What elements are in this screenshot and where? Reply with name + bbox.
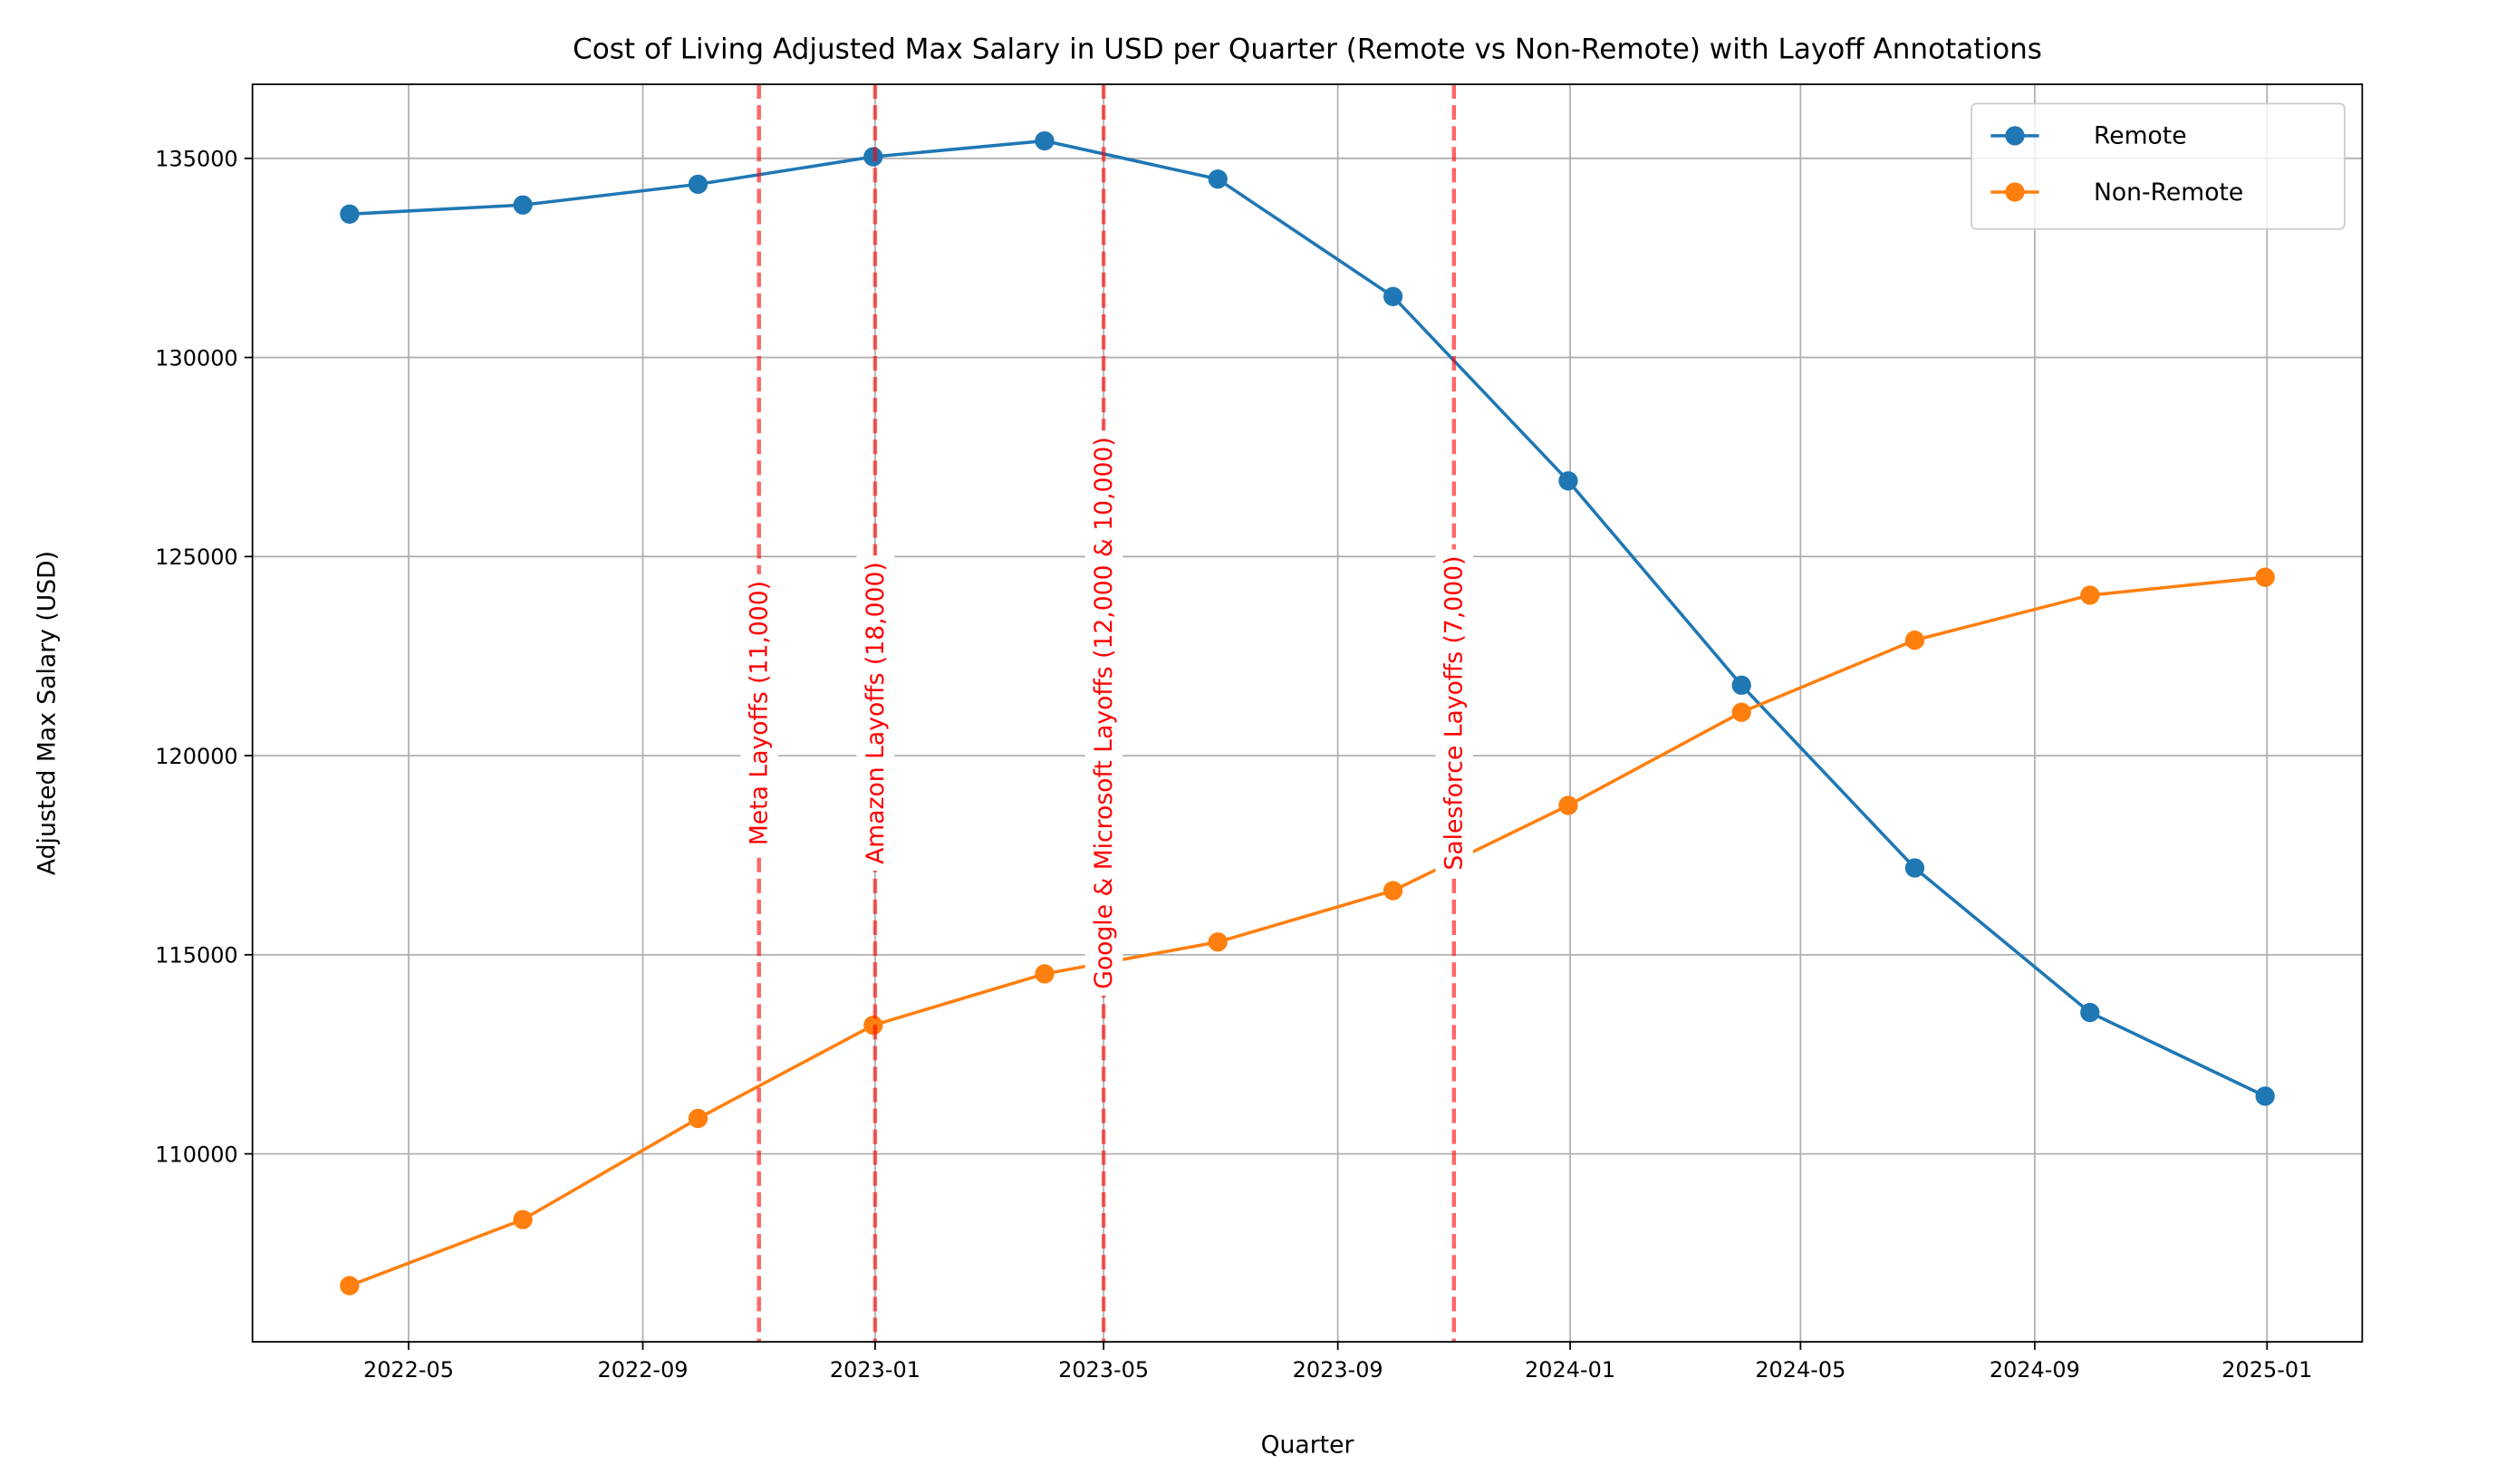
- x-tick-label: 2024-01: [1525, 1357, 1615, 1383]
- x-axis: 2022-05 2022-09 2023-01 2023-05 2023-09 2024-…: [363, 1342, 2312, 1383]
- layoff-label-background: [1084, 430, 1123, 996]
- y-tick-label: 110000: [155, 1142, 237, 1167]
- data-point-remote: [1035, 130, 1055, 151]
- legend-box: [1971, 102, 2346, 230]
- data-point-remote: [340, 204, 360, 224]
- data-point-non-remote: [1904, 630, 1925, 650]
- data-point-non-remote: [688, 1108, 708, 1129]
- legend-marker-non-remote: [2005, 182, 2025, 202]
- data-point-remote: [1208, 169, 1228, 189]
- data-point-remote: [1731, 675, 1751, 695]
- layoff-annotation: Meta Layoffs (11,000): [740, 573, 778, 853]
- x-tick-label: 2023-09: [1293, 1357, 1383, 1383]
- data-point-remote: [1558, 471, 1578, 491]
- data-point-remote: [1904, 858, 1925, 878]
- layoff-label-background: [1435, 549, 1474, 877]
- data-point-non-remote: [340, 1276, 360, 1296]
- data-point-remote: [513, 195, 533, 215]
- layoff-label: Meta Layoffs (11,000): [746, 581, 774, 845]
- x-tick-label: 2024-09: [1990, 1357, 2080, 1383]
- x-tick-label: 2022-09: [597, 1357, 688, 1383]
- legend: Remote Non-Remote: [1971, 102, 2346, 230]
- data-point-non-remote: [2080, 585, 2100, 605]
- data-point-non-remote: [513, 1209, 533, 1229]
- data-point-remote: [688, 174, 708, 195]
- layoff-label: Salesforce Layoffs (7,000): [1441, 556, 1469, 871]
- y-tick-label: 125000: [155, 544, 237, 570]
- y-axis: 110000 115000 120000 125000 130000 135000: [155, 147, 253, 1167]
- data-point-remote: [2080, 1002, 2100, 1023]
- data-point-non-remote: [1731, 702, 1751, 722]
- y-tick-label: 130000: [155, 345, 237, 371]
- y-tick-label: 120000: [155, 744, 237, 769]
- data-point-non-remote: [2255, 567, 2275, 587]
- series-line-remote: [349, 139, 2266, 1098]
- legend-label-non-remote: Non-Remote: [2094, 178, 2243, 207]
- annotations-layer: Meta Layoffs (11,000) Amazon Layoffs (18,…: [740, 84, 1474, 1343]
- x-tick-label: 2024-05: [1755, 1357, 1845, 1383]
- data-point-remote: [1383, 286, 1403, 306]
- layoff-label-background: [740, 573, 778, 853]
- legend-marker-remote: [2005, 126, 2025, 146]
- layoff-annotation: Google & Microsoft Layoffs (12,000 & 10,…: [1084, 430, 1123, 996]
- layoff-label: Amazon Layoffs (18,000): [862, 562, 890, 864]
- y-tick-label: 115000: [155, 943, 237, 968]
- x-tick-label: 2023-05: [1058, 1357, 1149, 1383]
- x-axis-label: Quarter: [1261, 1431, 1354, 1460]
- data-point-non-remote: [1035, 964, 1055, 984]
- data-point-non-remote: [1208, 932, 1228, 952]
- x-tick-label: 2022-05: [363, 1357, 454, 1383]
- grid: [252, 84, 2363, 1343]
- layoff-annotation: Salesforce Layoffs (7,000): [1435, 549, 1474, 877]
- chart-title: Cost of Living Adjusted Max Salary in US…: [573, 34, 2042, 66]
- layoff-label-background: [856, 555, 895, 871]
- layoff-annotation: Amazon Layoffs (18,000): [856, 555, 895, 871]
- series-line-non-remote: [349, 575, 2266, 1287]
- data-point-remote: [2255, 1086, 2275, 1106]
- data-point-non-remote: [1558, 795, 1578, 815]
- series-layer: [340, 130, 2275, 1296]
- y-axis-label: Adjusted Max Salary (USD): [33, 551, 61, 875]
- data-point-non-remote: [1383, 881, 1403, 901]
- y-tick-label: 135000: [155, 147, 237, 172]
- legend-label-remote: Remote: [2094, 122, 2187, 150]
- x-tick-label: 2023-01: [830, 1357, 920, 1383]
- layoff-label: Google & Microsoft Layoffs (12,000 & 10,…: [1090, 437, 1118, 989]
- plot-frame: [251, 83, 2364, 1343]
- x-tick-label: 2025-01: [2221, 1357, 2312, 1383]
